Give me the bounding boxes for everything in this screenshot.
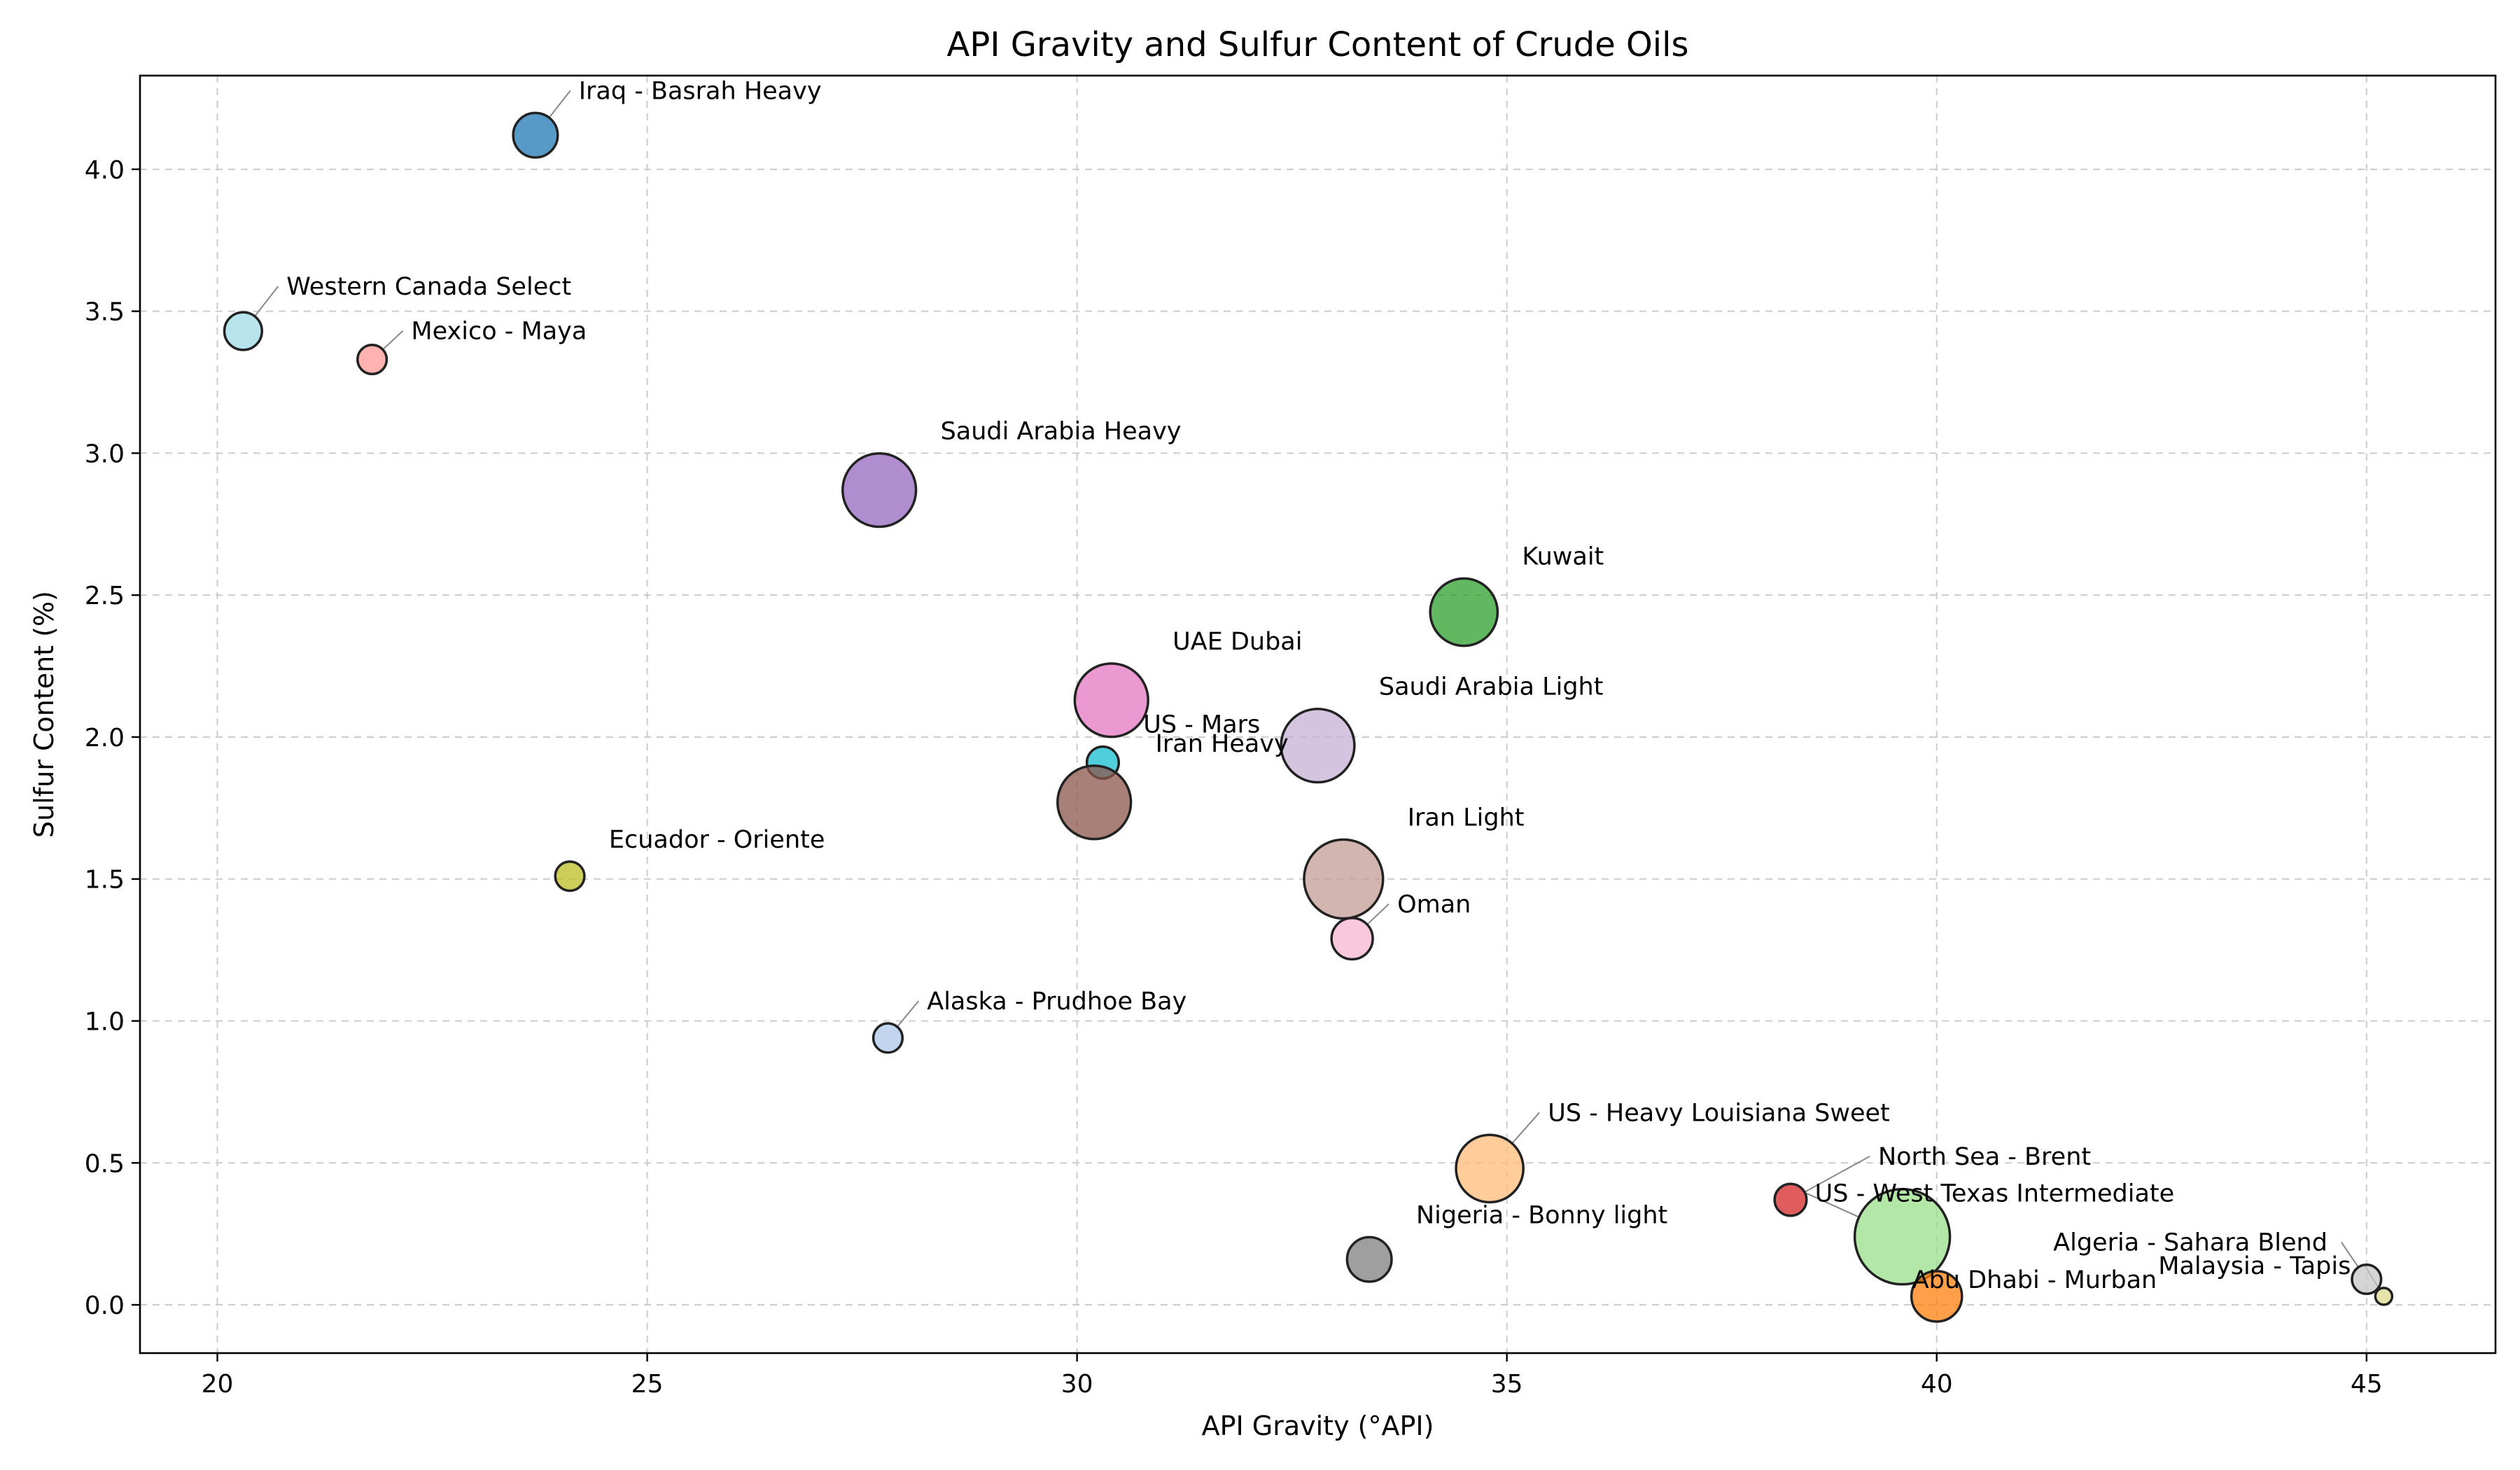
point-label: Kuwait <box>1522 542 1604 570</box>
x-tick-label: 20 <box>202 1370 234 1399</box>
point-label: Alaska - Prudhoe Bay <box>927 988 1186 1016</box>
x-tick-label: 30 <box>1061 1370 1093 1399</box>
y-tick-label: 3.5 <box>85 298 125 327</box>
point-label: Nigeria - Bonny light <box>1416 1201 1667 1229</box>
point-label: Iran Light <box>1408 804 1525 832</box>
point-label: Ecuador - Oriente <box>609 826 825 854</box>
point-label: North Sea - Brent <box>1878 1143 2091 1171</box>
data-point <box>1773 1182 1808 1217</box>
point-label: Algeria - Sahara Blend <box>2053 1229 2328 1257</box>
x-tick-label: 45 <box>2351 1370 2383 1399</box>
annotation-leaders <box>254 90 2380 1290</box>
data-points <box>223 111 2394 1323</box>
point-label: US - Heavy Louisiana Sweet <box>1548 1099 1890 1127</box>
data-point <box>2351 1263 2383 1296</box>
axis-ticks: 20 25 30 35 40 45 0.0 0.5 1.0 1.5 2.0 2.5 3.0 3.5 4.0 <box>85 156 2383 1399</box>
x-axis-label: API Gravity (°API) <box>1202 1410 1434 1441</box>
y-tick-label: 4.0 <box>85 156 125 185</box>
data-point <box>1853 1187 1952 1286</box>
annotation-leader <box>2341 1242 2359 1268</box>
point-label: Malaysia - Tapis <box>2158 1252 2351 1280</box>
data-point <box>512 111 559 159</box>
y-axis-label: Sulfur Content (%) <box>29 591 59 838</box>
y-tick-label: 0.0 <box>85 1292 125 1320</box>
y-tick-label: 0.5 <box>85 1149 125 1178</box>
annotation-leader <box>1511 1112 1540 1144</box>
data-point <box>1330 916 1374 961</box>
annotation-leader <box>1806 1192 1860 1218</box>
data-point <box>1280 707 1356 784</box>
data-point <box>223 311 264 351</box>
point-label: Iran Heavy <box>1156 730 1289 758</box>
x-tick-label: 35 <box>1491 1370 1523 1399</box>
data-point <box>1455 1133 1525 1204</box>
data-point <box>1429 577 1499 648</box>
annotation-leader <box>382 330 404 351</box>
point-label: Abu Dhabi - Murban <box>1912 1266 2157 1294</box>
point-label: US - West Texas Intermediate <box>1815 1180 2175 1208</box>
annotation-leader <box>1366 903 1390 925</box>
annotation-leader <box>896 1000 920 1028</box>
annotation-leader <box>1804 1156 1870 1193</box>
data-point <box>554 860 586 892</box>
chart-title: API Gravity and Sulfur Content of Crude … <box>947 25 1689 64</box>
x-tick-label: 25 <box>631 1370 664 1399</box>
point-label: Iraq - Basrah Heavy <box>579 77 822 105</box>
x-tick-label: 40 <box>1921 1370 1953 1399</box>
point-label: Western Canada Select <box>286 273 571 301</box>
point-label: Mexico - Maya <box>411 318 587 346</box>
annotation-labels: Iraq - Basrah Heavy Western Canada Select… <box>286 77 2351 1294</box>
plot-frame <box>139 74 2497 1354</box>
data-point <box>1345 1236 1393 1283</box>
data-point <box>1056 764 1133 841</box>
data-point <box>2374 1287 2394 1306</box>
annotation-leader <box>254 286 279 317</box>
y-tick-label: 2.0 <box>85 724 125 752</box>
data-point <box>872 1022 904 1054</box>
y-tick-label: 1.5 <box>85 866 125 895</box>
point-label: Saudi Arabia Heavy <box>941 418 1182 446</box>
data-point <box>1303 838 1385 920</box>
point-label: US - Mars <box>1143 711 1260 739</box>
point-label: Saudi Arabia Light <box>1379 673 1604 701</box>
data-point <box>841 451 918 528</box>
point-label: UAE Dubai <box>1172 628 1302 656</box>
data-point <box>1073 662 1149 738</box>
y-tick-label: 1.0 <box>85 1008 125 1037</box>
y-tick-label: 3.0 <box>85 440 125 468</box>
data-point <box>356 343 388 376</box>
y-tick-label: 2.5 <box>85 582 125 610</box>
point-label: Oman <box>1397 890 1471 918</box>
annotation-leader <box>548 90 571 118</box>
data-point <box>1910 1270 1963 1323</box>
